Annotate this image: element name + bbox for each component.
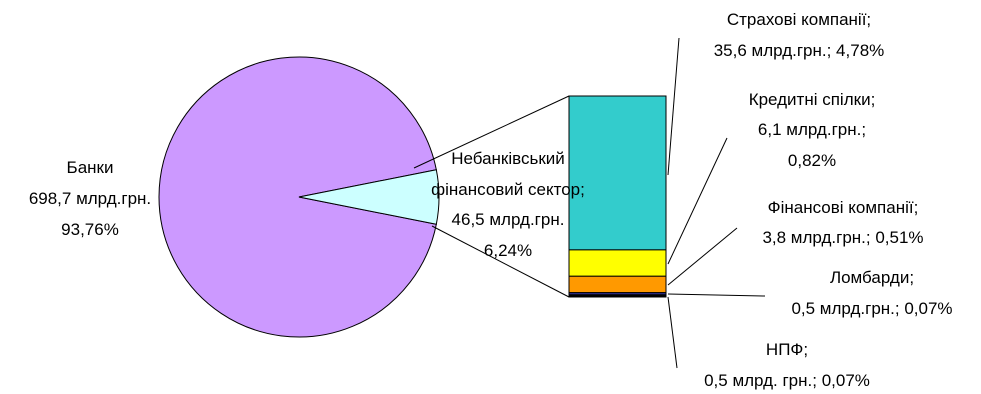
bar-segment-npf: [568, 294, 667, 298]
leader-lines: [667, 37, 766, 369]
label-nonbank-name-line1: Небанківський: [451, 149, 565, 168]
leader-line-finance-companies: [667, 227, 738, 286]
label-banks-percent: 93,76%: [61, 220, 119, 239]
label-npf-name: НПФ;: [766, 340, 808, 359]
pie: [158, 56, 440, 338]
bar-segment-finance-companies: [568, 275, 667, 294]
label-credit-unions-percent: 0,82%: [788, 151, 836, 170]
label-credit-unions-value: 6,1 млрд.грн.;: [758, 120, 866, 139]
leader-line-pawnshops: [667, 293, 766, 297]
leader-line-insurance: [667, 37, 680, 176]
label-finance-companies-name: Фінансові компанії;: [768, 198, 919, 217]
label-credit-unions-name: Кредитні спілки;: [749, 90, 876, 109]
bar-segment-credit-unions: [568, 249, 667, 277]
label-insurance-name: Страхові компанії;: [727, 10, 871, 29]
label-pawnshops-value: 0,5 млрд.грн.; 0,07%: [791, 299, 952, 318]
breakdown-bar: [568, 95, 667, 298]
label-finance-companies-value: 3,8 млрд.грн.; 0,51%: [762, 228, 923, 247]
leader-line-credit-unions: [667, 137, 728, 265]
label-npf-value: 0,5 млрд. грн.; 0,07%: [704, 371, 870, 390]
label-nonbank-value: 46,5 млрд.грн.: [452, 210, 565, 229]
bar-segment-insurance: [568, 95, 667, 251]
label-pawnshops-name: Ломбарди;: [830, 268, 914, 287]
leader-line-npf: [667, 296, 678, 369]
connector-line-top: [413, 95, 570, 169]
pie-slice-nonbank: [298, 169, 440, 225]
connector-line-bottom: [431, 225, 570, 298]
label-banks-name: Банки: [67, 158, 114, 177]
pie-slice-banks: [158, 56, 437, 338]
label-banks-value: 698,7 млрд.грн.: [29, 189, 151, 208]
label-nonbank-percent: 6,24%: [484, 241, 532, 260]
label-nonbank-name-line2: фінансовий сектор;: [431, 180, 585, 199]
label-insurance-value: 35,6 млрд.грн.; 4,78%: [714, 41, 885, 60]
